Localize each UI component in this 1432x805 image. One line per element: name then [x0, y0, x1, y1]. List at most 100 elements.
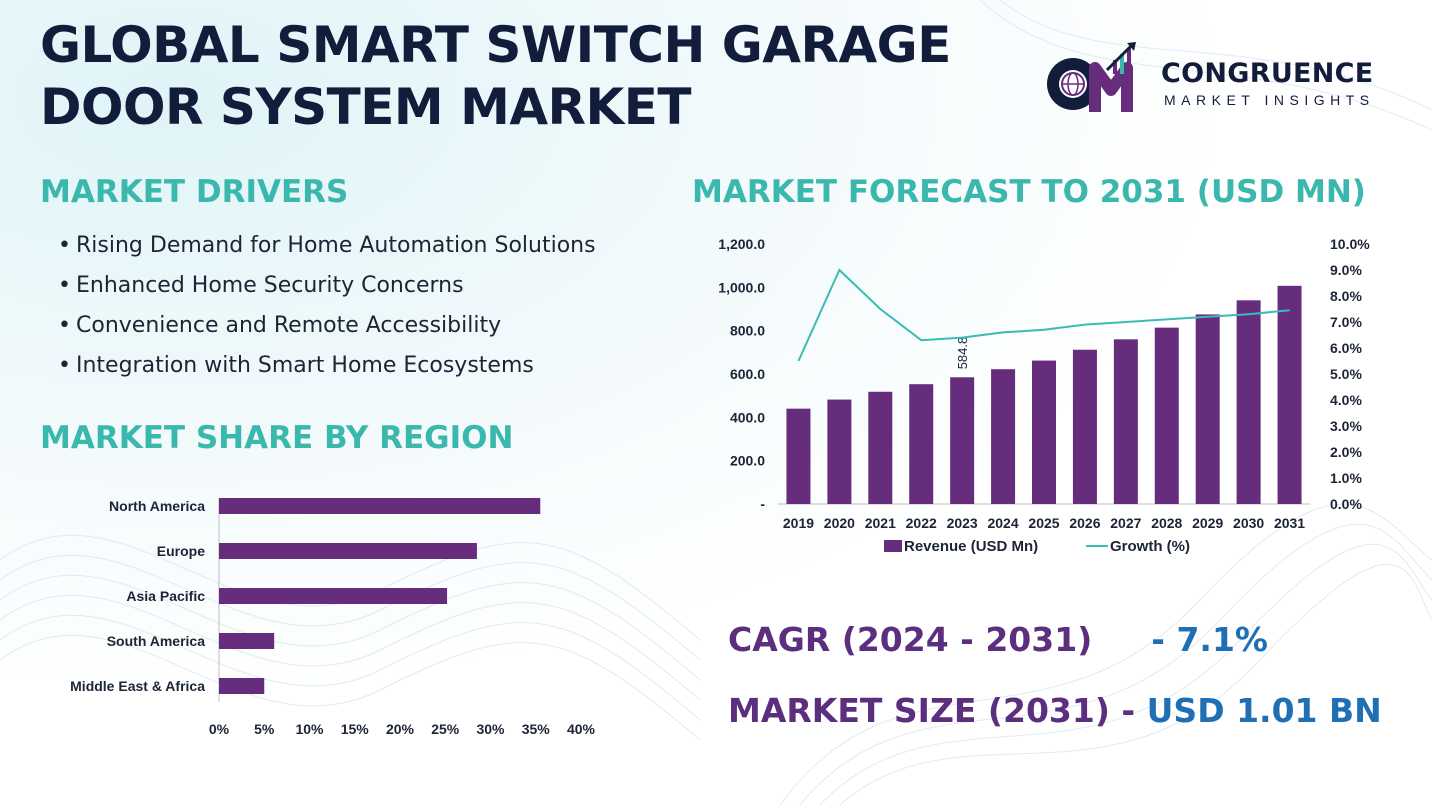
- y-right-tick-label: 8.0%: [1330, 288, 1362, 304]
- cagr-kpi: CAGR (2024 - 2031) - 7.1%: [728, 620, 1268, 659]
- revenue-bar: [1032, 360, 1056, 504]
- legend-label-revenue: Revenue (USD Mn): [904, 538, 1038, 555]
- x-tick-label: 2025: [1028, 515, 1059, 531]
- x-tick-label: 10%: [295, 721, 324, 737]
- revenue-bar: [909, 384, 934, 504]
- y-right-tick-label: 10.0%: [1330, 236, 1370, 252]
- legend-label-growth: Growth (%): [1110, 538, 1190, 555]
- driver-text: Integration with Smart Home Ecosystems: [76, 353, 534, 378]
- x-tick-label: 30%: [476, 721, 505, 737]
- forecast-chart: - 200.0 400.0 600.0 800.0 1,000.0 1,200.0 0.0% 1…: [718, 236, 1370, 555]
- y-right-tick-label: 7.0%: [1330, 314, 1362, 330]
- y-left-tick-label: 600.0: [730, 366, 765, 382]
- region-bar: [219, 498, 541, 514]
- bullet-icon: •: [58, 353, 71, 378]
- x-tick-label: 2022: [906, 515, 937, 531]
- region-heading: MARKET SHARE BY REGION: [40, 420, 514, 456]
- region-share-chart: North America Europe Asia Pacific South Ame…: [70, 498, 596, 737]
- x-tick-label: 2030: [1233, 515, 1264, 531]
- revenue-bar: [1236, 300, 1261, 504]
- bullet-icon: •: [58, 233, 71, 258]
- cm-monogram-logo: [1047, 42, 1136, 112]
- y-left-tick-label: 200.0: [730, 453, 765, 469]
- revenue-bar: [786, 408, 811, 504]
- x-tick-label: 5%: [254, 721, 275, 737]
- revenue-bar: [827, 399, 852, 504]
- y-right-tick-label: 9.0%: [1330, 262, 1362, 278]
- bar-data-label: 584.8: [955, 337, 970, 370]
- cagr-value: - 7.1%: [1151, 620, 1268, 659]
- region-bar: [219, 588, 448, 604]
- y-left-tick-label: -: [760, 496, 765, 512]
- y-right-tick-label: 6.0%: [1330, 340, 1362, 356]
- logo-tagline: MARKET INSIGHTS: [1164, 92, 1375, 108]
- x-tick-label: 2021: [865, 515, 896, 531]
- market-size-label: MARKET SIZE (2031): [728, 691, 1110, 730]
- revenue-bar: [868, 391, 893, 504]
- y-right-tick-label: 0.0%: [1330, 496, 1362, 512]
- legend-swatch-revenue: [884, 540, 902, 552]
- region-label: North America: [109, 498, 205, 514]
- revenue-bar: [991, 369, 1016, 504]
- x-tick-label: 35%: [522, 721, 551, 737]
- x-tick-label: 40%: [567, 721, 596, 737]
- x-tick-label: 2028: [1151, 515, 1182, 531]
- revenue-bar: [1072, 349, 1097, 504]
- y-right-tick-label: 2.0%: [1330, 444, 1362, 460]
- y-left-tick-label: 400.0: [730, 409, 765, 425]
- y-left-tick-label: 1,000.0: [718, 279, 765, 295]
- x-tick-label: 25%: [431, 721, 460, 737]
- driver-text: Convenience and Remote Accessibility: [76, 313, 502, 338]
- x-tick-label: 2029: [1192, 515, 1223, 531]
- x-tick-label: 2026: [1069, 515, 1100, 531]
- company-logo: CONGRUENCE MARKET INSIGHTS: [1043, 40, 1393, 120]
- x-tick-label: 2023: [947, 515, 978, 531]
- driver-item: • Rising Demand for Home Automation Solut…: [58, 230, 596, 270]
- driver-item: • Enhanced Home Security Concerns: [58, 270, 596, 310]
- market-size-separator: -: [1121, 691, 1136, 730]
- region-label: South America: [107, 633, 205, 649]
- region-bar: [219, 633, 275, 649]
- drivers-heading: MARKET DRIVERS: [40, 174, 349, 210]
- y-left-tick-label: 800.0: [730, 323, 765, 339]
- y-right-tick-label: 1.0%: [1330, 470, 1362, 486]
- y-right-tick-label: 5.0%: [1330, 366, 1362, 382]
- region-bar: [219, 678, 265, 694]
- cagr-label: CAGR (2024 - 2031): [728, 620, 1093, 659]
- market-size-value: USD 1.01 BN: [1146, 691, 1382, 730]
- drivers-list: • Rising Demand for Home Automation Solut…: [58, 230, 596, 390]
- market-size-kpi: MARKET SIZE (2031) - USD 1.01 BN: [728, 691, 1382, 730]
- region-label: Europe: [157, 543, 205, 559]
- x-tick-label: 2027: [1110, 515, 1141, 531]
- forecast-heading: MARKET FORECAST TO 2031 (USD MN): [692, 174, 1366, 210]
- revenue-bar: [1154, 327, 1179, 504]
- x-tick-label: 2019: [783, 515, 814, 531]
- x-tick-label: 2024: [987, 515, 1018, 531]
- region-label: Asia Pacific: [126, 588, 205, 604]
- revenue-bar: [1113, 339, 1138, 504]
- y-right-tick-label: 3.0%: [1330, 418, 1362, 434]
- driver-item: • Convenience and Remote Accessibility: [58, 310, 596, 350]
- bullet-icon: •: [58, 273, 71, 298]
- revenue-bar: [1277, 285, 1302, 504]
- driver-item: • Integration with Smart Home Ecosystems: [58, 350, 596, 390]
- driver-text: Rising Demand for Home Automation Soluti…: [76, 233, 596, 258]
- x-tick-label: 20%: [386, 721, 415, 737]
- region-label: Middle East & Africa: [70, 678, 205, 694]
- title-line-1: GLOBAL SMART SWITCH GARAGE: [40, 16, 951, 74]
- x-tick-label: 2020: [824, 515, 855, 531]
- region-bar: [219, 543, 477, 559]
- title-line-2: DOOR SYSTEM MARKET: [40, 78, 692, 136]
- y-left-tick-label: 1,200.0: [718, 236, 765, 252]
- x-tick-label: 0%: [209, 721, 230, 737]
- logo-name: CONGRUENCE: [1161, 58, 1374, 89]
- x-tick-label: 15%: [341, 721, 370, 737]
- revenue-bar: [950, 377, 975, 504]
- driver-text: Enhanced Home Security Concerns: [76, 273, 464, 298]
- x-tick-label: 2031: [1274, 515, 1305, 531]
- bullet-icon: •: [58, 313, 71, 338]
- y-right-tick-label: 4.0%: [1330, 392, 1362, 408]
- page-title: GLOBAL SMART SWITCH GARAGE DOOR SYSTEM M…: [40, 14, 951, 138]
- revenue-bar: [1195, 314, 1220, 504]
